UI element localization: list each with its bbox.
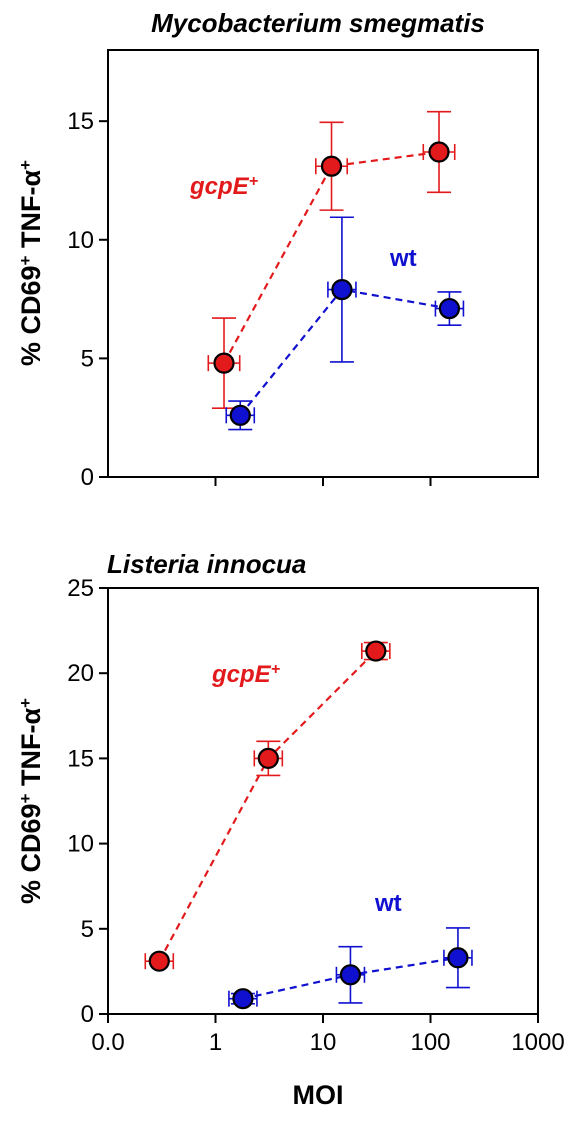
data-point-wt <box>331 278 353 301</box>
data-point-gcpe <box>257 747 279 770</box>
x-tick-label: 10 <box>310 1029 337 1056</box>
y-tick-label: 10 <box>67 831 94 858</box>
y-tick-label: 15 <box>67 745 94 772</box>
y-axis-label-sup1: + <box>16 793 35 803</box>
y-tick-label: 5 <box>81 345 94 372</box>
y-tick-label: 15 <box>67 108 94 135</box>
y-axis: 0 5 10 15 20 25 <box>67 575 108 1028</box>
series-label-gcpe: gcpE+ <box>189 173 258 201</box>
y-axis: 0 5 10 15 <box>67 108 108 491</box>
y-tick-label: 0 <box>81 1001 94 1028</box>
panel-title: Listeria innocua <box>107 549 306 579</box>
y-axis-label-sup2: + <box>16 160 35 170</box>
data-point-wt <box>229 404 251 426</box>
x-tick-label: 1 <box>209 1029 222 1056</box>
y-axis-label-prefix: % CD69 <box>16 803 46 904</box>
y-axis-label-prefix: % CD69 <box>16 265 46 366</box>
x-tick-label: 0.0 <box>91 1029 124 1056</box>
y-axis-label-middle: TNF-α <box>16 708 46 794</box>
data-point-wt <box>339 964 362 986</box>
series-group <box>144 640 473 1010</box>
panel-title: Mycobacterium smegmatis <box>151 8 485 38</box>
y-axis-label: % CD69+ TNF-α+ <box>16 698 47 904</box>
series-label-gcpe: gcpE+ <box>211 661 280 689</box>
data-point-gcpe <box>320 155 343 177</box>
data-point-wt <box>232 988 254 1010</box>
data-point-gcpe <box>148 950 170 972</box>
x-tick-label: 100 <box>410 1029 450 1056</box>
plot-frame <box>107 587 539 1015</box>
y-axis-label: % CD69+ TNF-α+ <box>16 160 47 366</box>
y-tick-label: 0 <box>81 464 94 491</box>
series-label-gcpe-base: gcpE <box>189 173 250 200</box>
x-axis <box>214 477 432 486</box>
series-label-wt: wt <box>389 245 417 272</box>
y-tick-label: 25 <box>67 575 94 602</box>
y-axis-label-sup2: + <box>16 698 35 708</box>
y-axis-label-middle: TNF-α <box>16 170 46 256</box>
x-axis: 0.0 1 10 100 1000 <box>91 1014 565 1056</box>
plot-frame <box>107 49 539 478</box>
data-point-gcpe <box>428 141 450 163</box>
series-label-gcpe-sup: + <box>249 173 258 190</box>
series-group <box>207 110 465 431</box>
series-line-wt <box>239 288 450 417</box>
y-tick-label: 20 <box>67 660 94 687</box>
y-tick-label: 10 <box>67 227 94 254</box>
series-line-gcpe <box>223 150 440 364</box>
x-axis-label: MOI <box>293 1080 344 1110</box>
series-label-gcpe-sup: + <box>271 661 280 678</box>
series-label-wt: wt <box>374 890 402 917</box>
series-line-gcpe <box>158 650 377 962</box>
data-point-gcpe <box>365 640 387 662</box>
panel-listeria: Listeria innocua 0 5 10 15 20 25 0.0 1 10 100 100… <box>16 549 565 1110</box>
y-tick-label: 5 <box>81 916 94 943</box>
y-axis-label-sup1: + <box>16 255 35 265</box>
series-label-gcpe-base: gcpE <box>211 661 272 688</box>
x-tick-label: 1000 <box>511 1029 564 1056</box>
data-point-gcpe <box>213 352 235 374</box>
data-point-wt <box>438 297 461 320</box>
data-point-wt <box>447 947 469 969</box>
